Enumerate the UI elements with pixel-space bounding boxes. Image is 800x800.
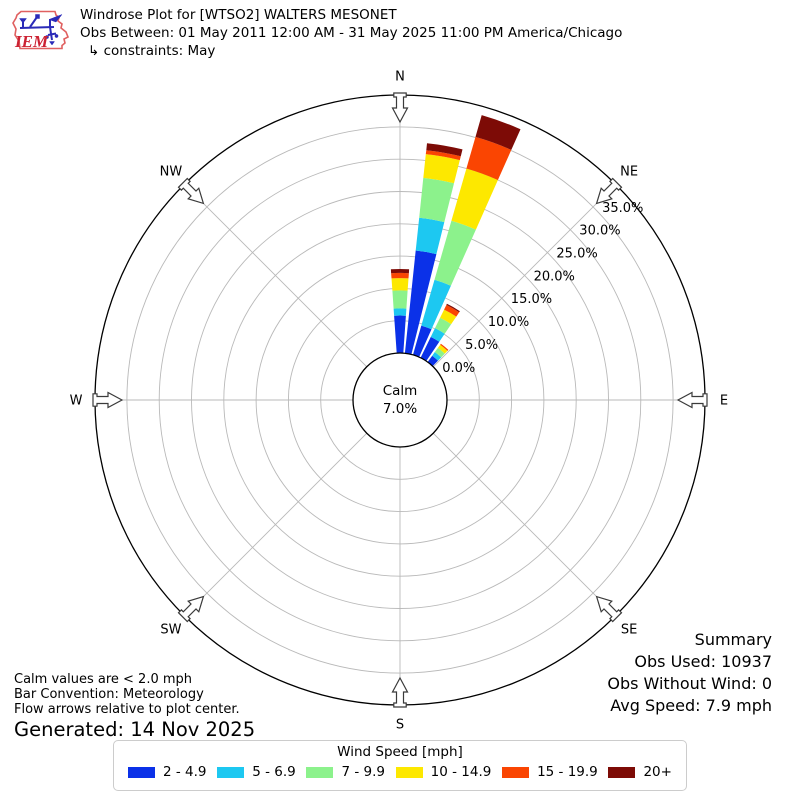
r-axis-tick-label: 25.0%: [556, 247, 597, 262]
convention-note: Bar Convention: Meteorology: [14, 687, 204, 702]
legend-swatch-icon: [608, 766, 636, 778]
compass-label-w: W: [70, 394, 83, 409]
calm-percent: 7.0%: [383, 401, 417, 417]
grid-spoke: [183, 432, 368, 617]
calm-circle: [352, 352, 448, 448]
legend-bin-label: 20+: [643, 764, 672, 780]
header: Windrose Plot for [WTSO2] WALTERS MESONE…: [80, 6, 622, 60]
grid-spoke: [183, 183, 368, 368]
windrose-bar-segment: [391, 278, 409, 291]
compass-label-s: S: [396, 718, 404, 733]
windrose-bar-segment: [437, 344, 448, 354]
legend-item: 7 - 9.9: [306, 764, 385, 780]
anemometer-icon: [18, 13, 63, 46]
legend-item: 10 - 14.9: [395, 764, 492, 780]
windrose-bar-segment: [446, 303, 460, 313]
windrose-bar-segment: [423, 154, 460, 184]
r-axis-tick-label: 10.0%: [488, 315, 529, 330]
iem-logo: IEM: [12, 10, 70, 51]
windrose-bar-segment: [430, 328, 445, 342]
compass-label-sw: SW: [160, 623, 181, 638]
compass-label-e: E: [720, 394, 728, 409]
windrose-bar-segment: [475, 115, 521, 150]
windrose-bar-segment: [434, 220, 476, 286]
legend-bin-label: 2 - 4.9: [163, 764, 207, 780]
compass-label-se: SE: [621, 623, 637, 638]
windrose-bar-segment: [419, 177, 454, 223]
iowa-outline-icon: [12, 10, 70, 50]
flow-arrow-ne-icon: [595, 177, 623, 205]
windrose-bar-segment: [393, 308, 407, 316]
windrose-bar-segment: [440, 343, 449, 351]
r-axis-tick-label: 5.0%: [465, 338, 498, 353]
legend-swatch-icon: [217, 766, 245, 778]
compass-label-nw: NW: [160, 164, 183, 179]
windrose-bar-segment: [451, 168, 498, 230]
flow-arrow-s-icon: [391, 676, 409, 708]
calm-note: Calm values are < 2.0 mph: [14, 672, 193, 687]
windrose-bar-segment: [390, 268, 410, 274]
windrose-bar-segment: [434, 347, 445, 358]
windrose-bar-segment: [440, 309, 457, 325]
flow-arrow-e-icon: [676, 391, 708, 409]
r-axis-tick-label: 35.0%: [602, 201, 643, 216]
windrose-bar-segment: [435, 317, 452, 334]
grid-spoke: [432, 183, 617, 368]
legend-item: 2 - 4.9: [128, 764, 207, 780]
footnotes: Calm values are < 2.0 mph Bar Convention…: [14, 672, 255, 742]
windrose-bar-segment: [415, 217, 445, 255]
r-axis-tick-label: 15.0%: [511, 292, 552, 307]
legend-bin-label: 7 - 9.9: [341, 764, 385, 780]
flow-arrow-se-icon: [595, 595, 623, 623]
flow-arrow-sw-icon: [177, 595, 205, 623]
summary-title: Summary: [694, 630, 772, 649]
legend-bin-label: 10 - 14.9: [430, 764, 492, 780]
legend-title: Wind Speed [mph]: [337, 744, 463, 760]
summary-block: Summary Obs Used: 10937 Obs Without Wind…: [607, 629, 772, 717]
windrose-bar-segment: [413, 325, 432, 358]
windrose-bar-segment: [425, 150, 461, 161]
legend-swatch-icon: [502, 766, 530, 778]
legend-item: 20+: [608, 764, 672, 780]
legend-bin-label: 5 - 6.9: [252, 764, 296, 780]
calm-label: Calm: [383, 383, 418, 399]
summary-obs-used: Obs Used: 10937: [634, 652, 772, 671]
windrose-bar-segment: [466, 136, 512, 180]
legend: Wind Speed [mph] 2 - 4.9 5 - 6.9 7 - 9.9 10…: [113, 740, 687, 791]
windrose-bar-segment: [420, 336, 440, 361]
windrose-bar-segment: [394, 315, 406, 354]
r-axis-tick-label: 30.0%: [579, 224, 620, 239]
compass-label-n: N: [395, 70, 405, 85]
summary-avg-speed: Avg Speed: 7.9 mph: [610, 696, 772, 715]
windrose-bar-segment: [404, 250, 437, 355]
iem-logo-text: IEM: [14, 32, 49, 51]
legend-bin-label: 15 - 19.9: [537, 764, 598, 780]
plot-constraints: ↳ constraints: May: [88, 43, 216, 59]
windrose-bar-segment: [391, 272, 409, 279]
legend-item: 5 - 6.9: [217, 764, 296, 780]
legend-item: 15 - 19.9: [502, 764, 598, 780]
legend-swatch-icon: [395, 766, 423, 778]
legend-swatch-icon: [128, 766, 155, 778]
r-axis-tick-label: 20.0%: [534, 269, 575, 284]
summary-obs-without-wind: Obs Without Wind: 0: [607, 674, 772, 693]
windrose-bar-segment: [432, 352, 442, 361]
legend-items: 2 - 4.9 5 - 6.9 7 - 9.9 10 - 14.9 15 - 19.9 2…: [128, 764, 672, 780]
windrose-bar-segment: [426, 143, 463, 157]
windrose-bar-segment: [421, 279, 451, 330]
windrose-bar-segment: [444, 304, 460, 317]
arrows-note: Flow arrows relative to plot center.: [14, 702, 240, 717]
flow-arrow-w-icon: [92, 391, 124, 409]
compass-label-ne: NE: [620, 164, 638, 179]
grid-spoke: [432, 432, 617, 617]
plot-title: Windrose Plot for [WTSO2] WALTERS MESONE…: [80, 7, 397, 23]
windrose-bar-segment: [392, 290, 408, 309]
flow-arrow-n-icon: [391, 92, 409, 124]
r-axis-tick-label: 0.0%: [442, 361, 475, 376]
generated-date: Generated: 14 Nov 2025: [14, 718, 256, 741]
flow-arrow-nw-icon: [177, 177, 205, 205]
plot-subtitle: Obs Between: 01 May 2011 12:00 AM - 31 M…: [80, 25, 623, 41]
legend-swatch-icon: [306, 766, 334, 778]
